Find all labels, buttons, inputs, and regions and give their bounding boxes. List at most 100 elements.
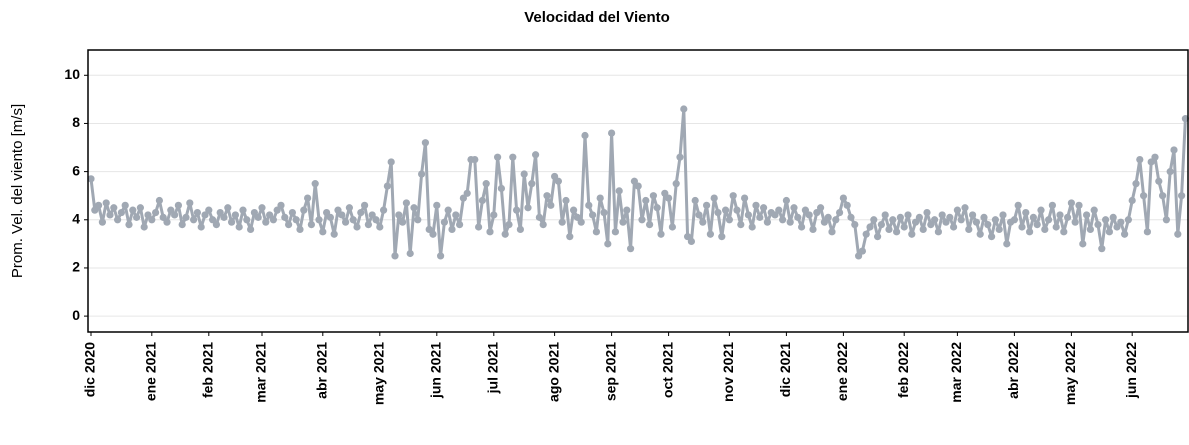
data-point xyxy=(577,218,585,226)
x-tick-label: ago 2021 xyxy=(545,342,561,402)
data-point xyxy=(1151,153,1159,161)
data-point xyxy=(410,204,418,212)
data-point xyxy=(494,153,502,161)
data-point xyxy=(972,218,981,226)
data-point xyxy=(357,208,365,217)
data-point xyxy=(338,211,346,219)
data-point xyxy=(657,230,665,238)
data-point xyxy=(136,204,144,212)
data-point xyxy=(1174,230,1182,238)
data-point xyxy=(414,216,422,224)
x-tick-label: abr 2021 xyxy=(314,342,330,399)
data-point xyxy=(1170,146,1178,154)
data-point xyxy=(813,208,821,217)
data-point xyxy=(425,225,433,234)
data-point xyxy=(239,206,247,214)
data-point xyxy=(547,201,555,209)
data-point xyxy=(133,213,141,221)
data-point xyxy=(782,196,791,205)
data-point xyxy=(668,223,677,231)
data-point xyxy=(1124,216,1132,224)
data-point xyxy=(315,216,323,224)
x-tick-label: mar 2022 xyxy=(948,342,964,403)
x-tick-label: sep 2021 xyxy=(602,342,618,401)
data-point xyxy=(437,252,445,260)
data-point xyxy=(874,233,882,241)
data-point xyxy=(1147,158,1155,166)
data-point xyxy=(832,216,840,224)
data-point xyxy=(380,206,388,214)
data-point xyxy=(687,237,696,246)
data-point xyxy=(300,206,308,214)
data-point xyxy=(1029,213,1037,221)
data-point xyxy=(877,220,886,229)
data-point xyxy=(923,208,931,217)
data-point xyxy=(1121,230,1129,238)
data-point xyxy=(402,199,410,207)
data-point xyxy=(1178,192,1186,200)
data-point xyxy=(969,211,977,219)
data-point xyxy=(399,218,407,226)
data-point xyxy=(524,204,532,212)
data-point xyxy=(228,218,236,226)
data-point xyxy=(558,218,566,226)
data-point xyxy=(851,220,859,229)
data-point xyxy=(763,218,772,226)
data-point xyxy=(866,223,874,231)
data-point xyxy=(828,228,836,236)
data-point xyxy=(372,216,380,224)
data-point xyxy=(98,218,106,226)
data-point xyxy=(1159,192,1167,200)
data-point xyxy=(91,206,99,214)
data-point xyxy=(824,213,832,221)
data-point xyxy=(1018,223,1026,231)
data-point xyxy=(908,230,916,238)
data-point xyxy=(991,216,1000,224)
data-point xyxy=(1109,213,1117,221)
data-point xyxy=(1098,245,1106,253)
data-point xyxy=(281,213,289,221)
data-point xyxy=(623,206,631,214)
data-point xyxy=(775,206,783,214)
data-point xyxy=(608,129,616,137)
x-tick-label: mar 2021 xyxy=(253,342,269,403)
data-point xyxy=(296,225,304,234)
x-tick-label: may 2022 xyxy=(1062,342,1078,405)
data-point xyxy=(722,206,730,214)
data-point xyxy=(106,211,114,219)
data-point xyxy=(152,208,160,217)
data-point xyxy=(904,211,912,219)
data-point xyxy=(566,233,574,241)
data-point xyxy=(361,201,369,209)
data-point xyxy=(931,216,939,224)
data-point xyxy=(649,192,658,200)
data-point xyxy=(471,155,479,164)
x-tick-label: feb 2022 xyxy=(895,342,911,398)
y-tick-label: 4 xyxy=(72,210,80,226)
data-point xyxy=(801,206,810,214)
data-point xyxy=(870,216,878,224)
data-point xyxy=(942,218,950,226)
data-point xyxy=(505,220,513,229)
data-point xyxy=(934,228,943,236)
data-point xyxy=(163,218,171,226)
data-point xyxy=(1003,240,1011,248)
data-point xyxy=(201,211,209,219)
data-point xyxy=(570,206,578,214)
data-point xyxy=(573,213,582,221)
data-point xyxy=(475,223,483,231)
data-point xyxy=(212,220,220,229)
data-point xyxy=(209,216,217,224)
data-point xyxy=(532,151,540,159)
data-point xyxy=(1026,228,1034,236)
data-point xyxy=(285,220,293,229)
data-point xyxy=(520,170,528,178)
data-point xyxy=(353,223,361,231)
data-point xyxy=(159,213,167,221)
data-point xyxy=(197,223,205,231)
data-point xyxy=(258,204,266,212)
data-point xyxy=(798,223,806,231)
data-point xyxy=(448,225,456,234)
data-point xyxy=(1067,199,1075,207)
